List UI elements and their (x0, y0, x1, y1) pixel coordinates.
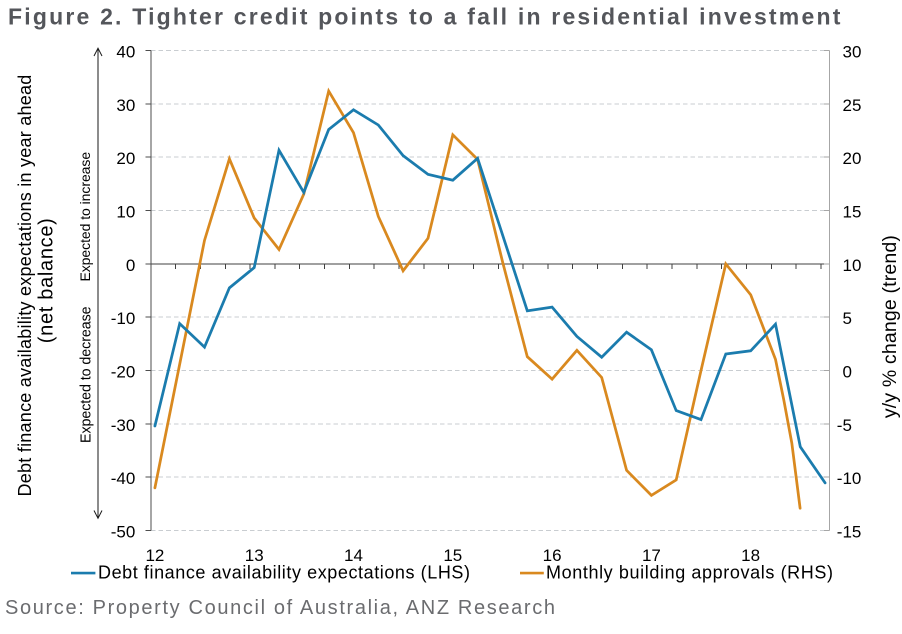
svg-text:20: 20 (116, 149, 135, 168)
svg-text:18: 18 (741, 546, 760, 565)
svg-text:Debt finance availability expe: Debt finance availability expectations i… (15, 75, 35, 497)
svg-text:0: 0 (126, 256, 135, 275)
svg-text:Expected to increase: Expected to increase (77, 152, 93, 282)
svg-text:-15: -15 (837, 522, 862, 541)
svg-text:30: 30 (116, 96, 135, 115)
svg-text:-10: -10 (837, 469, 862, 488)
svg-text:13: 13 (245, 546, 264, 565)
svg-text:-10: -10 (111, 309, 136, 328)
svg-text:-40: -40 (111, 469, 136, 488)
svg-text:Monthly building approvals (RH: Monthly building approvals (RHS) (546, 562, 833, 582)
svg-text:16: 16 (543, 546, 562, 565)
svg-text:0: 0 (843, 363, 852, 382)
svg-text:5: 5 (843, 309, 852, 328)
svg-text:-30: -30 (111, 416, 136, 435)
svg-text:20: 20 (843, 149, 862, 168)
svg-text:-20: -20 (111, 363, 136, 382)
svg-text:15: 15 (843, 203, 862, 222)
svg-text:14: 14 (344, 546, 363, 565)
svg-text:-50: -50 (111, 522, 136, 541)
svg-text:30: 30 (843, 42, 862, 61)
svg-text:10: 10 (116, 203, 135, 222)
svg-text:Figure 2. Tighter credit point: Figure 2. Tighter credit points to a fal… (8, 4, 843, 30)
svg-text:25: 25 (843, 96, 862, 115)
svg-text:Expected to decrease: Expected to decrease (79, 306, 95, 443)
svg-text:10: 10 (843, 256, 862, 275)
svg-text:-5: -5 (837, 416, 852, 435)
svg-text:Debt finance availability expe: Debt finance availability expectations (… (98, 562, 470, 582)
svg-text:17: 17 (642, 546, 661, 565)
svg-text:y/y % change (trend): y/y % change (trend) (879, 235, 901, 418)
svg-text:40: 40 (116, 42, 135, 61)
svg-text:(net balance): (net balance) (36, 218, 58, 343)
svg-text:15: 15 (443, 546, 462, 565)
svg-text:12: 12 (145, 546, 164, 565)
svg-text:Source: Property Council of Au: Source: Property Council of Australia, A… (5, 597, 557, 619)
